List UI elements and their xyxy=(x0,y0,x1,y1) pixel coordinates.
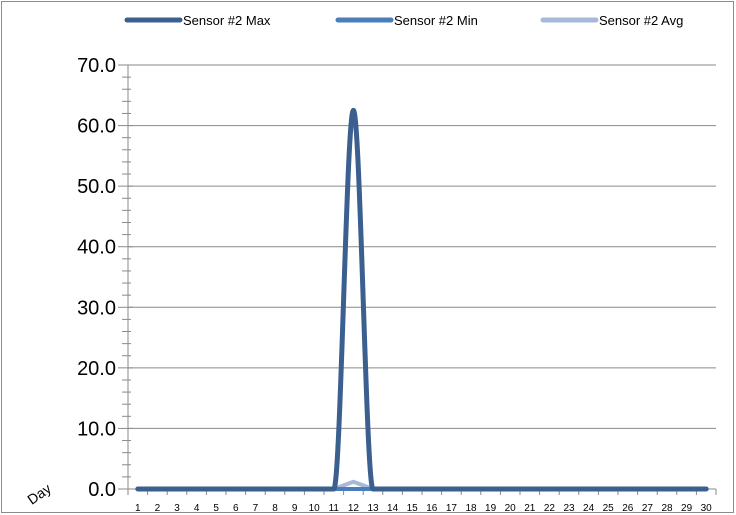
x-tick-label: 23 xyxy=(563,503,575,514)
legend-label: Sensor #2 Min xyxy=(394,13,478,28)
legend-label: Sensor #2 Avg xyxy=(599,13,683,28)
x-tick-label: 14 xyxy=(387,503,399,514)
y-tick-label: 50.0 xyxy=(77,176,116,198)
series-line-0 xyxy=(135,107,709,492)
x-axis-label: Day xyxy=(24,480,54,507)
x-tick-label: 29 xyxy=(681,503,693,514)
y-tick-label: 60.0 xyxy=(77,116,116,138)
x-tick-label: 17 xyxy=(446,503,458,514)
x-tick-label: 13 xyxy=(367,503,379,514)
y-tick-label: 0.0 xyxy=(88,479,116,501)
y-tick-label: 30.0 xyxy=(77,297,116,319)
x-tick-label: 19 xyxy=(485,503,497,514)
legend-label: Sensor #2 Max xyxy=(183,13,271,28)
y-tick-label: 70.0 xyxy=(77,55,116,77)
x-tick-label: 12 xyxy=(348,503,360,514)
x-tick-label: 20 xyxy=(505,503,517,514)
x-tick-label: 7 xyxy=(253,503,259,514)
x-tick-label: 22 xyxy=(544,503,556,514)
x-tick-label: 27 xyxy=(642,503,654,514)
y-tick-label: 20.0 xyxy=(77,358,116,380)
x-tick-label: 4 xyxy=(194,503,200,514)
x-tick-label: 10 xyxy=(309,503,321,514)
x-tick-label: 24 xyxy=(583,503,595,514)
x-tick-label: 11 xyxy=(329,503,340,514)
x-tick-label: 18 xyxy=(465,503,477,514)
y-tick-label: 40.0 xyxy=(77,237,116,259)
x-tick-label: 1 xyxy=(135,503,141,514)
x-tick-label: 9 xyxy=(292,503,298,514)
x-tick-label: 15 xyxy=(407,503,419,514)
x-tick-label: 8 xyxy=(272,503,278,514)
x-tick-label: 6 xyxy=(233,503,239,514)
x-tick-label: 16 xyxy=(426,503,438,514)
y-tick-label: 10.0 xyxy=(77,418,116,440)
x-tick-label: 3 xyxy=(174,503,180,514)
x-tick-label: 2 xyxy=(155,503,161,514)
x-tick-label: 5 xyxy=(213,503,219,514)
x-tick-label: 21 xyxy=(524,503,536,514)
x-tick-label: 30 xyxy=(701,503,713,514)
x-tick-label: 28 xyxy=(661,503,673,514)
x-tick-label: 25 xyxy=(603,503,615,514)
x-tick-label: 26 xyxy=(622,503,634,514)
